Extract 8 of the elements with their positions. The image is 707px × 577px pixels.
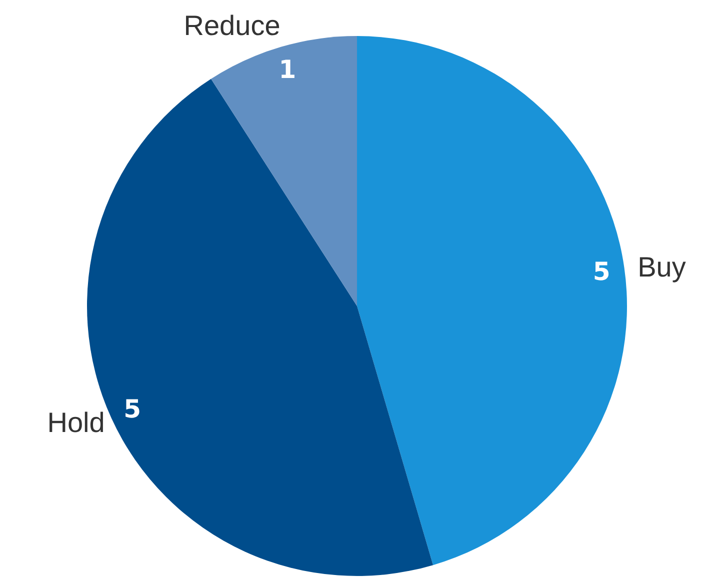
slice-label: Hold	[47, 407, 105, 438]
data-label: 1	[278, 54, 296, 84]
data-label: 5	[592, 256, 610, 286]
data-label: 5	[124, 394, 141, 424]
pie-slice	[357, 36, 627, 566]
slice-label: Buy	[638, 251, 686, 282]
pie-slice	[211, 36, 357, 306]
slice-label: Reduce	[184, 10, 280, 42]
